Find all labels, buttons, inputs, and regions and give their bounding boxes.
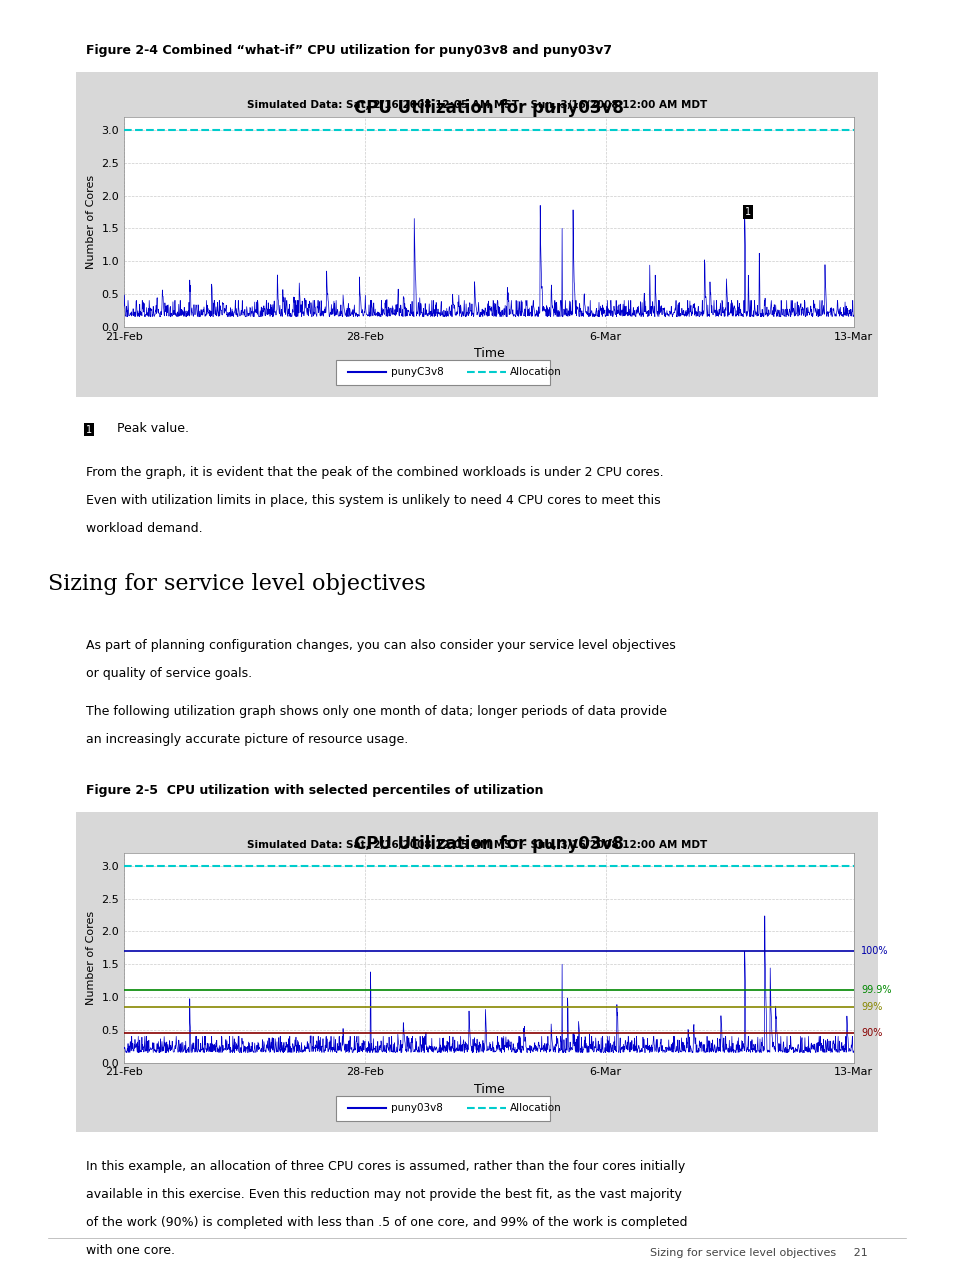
Text: Figure 2-5  CPU utilization with selected percentiles of utilization: Figure 2-5 CPU utilization with selected… [86,784,543,797]
Text: or quality of service goals.: or quality of service goals. [86,667,252,680]
Text: 1: 1 [86,425,91,435]
Text: In this example, an allocation of three CPU cores is assumed, rather than the fo: In this example, an allocation of three … [86,1160,684,1173]
Text: punyC3v8: punyC3v8 [391,367,443,377]
Text: available in this exercise. Even this reduction may not provide the best fit, as: available in this exercise. Even this re… [86,1188,681,1201]
Text: 100%: 100% [861,946,887,956]
FancyBboxPatch shape [76,72,877,397]
Text: Even with utilization limits in place, this system is unlikely to need 4 CPU cor: Even with utilization limits in place, t… [86,494,659,507]
X-axis label: Time: Time [473,1083,504,1096]
Title: CPU Utilization for puny03v8: CPU Utilization for puny03v8 [354,99,623,117]
Text: The following utilization graph shows only one month of data; longer periods of : The following utilization graph shows on… [86,705,666,718]
Y-axis label: Number of Cores: Number of Cores [86,910,95,1005]
Title: CPU Utilization for puny03v8: CPU Utilization for puny03v8 [354,835,623,853]
Text: Allocation: Allocation [510,367,561,377]
Text: of the work (90%) is completed with less than .5 of one core, and 99% of the wor: of the work (90%) is completed with less… [86,1216,687,1229]
Y-axis label: Number of Cores: Number of Cores [86,174,95,269]
Text: Figure 2-4 Combined “what-if” CPU utilization for puny03v8 and puny03v7: Figure 2-4 Combined “what-if” CPU utiliz… [86,44,611,57]
FancyBboxPatch shape [335,1096,550,1121]
Text: 90%: 90% [861,1028,882,1038]
Text: 1: 1 [744,207,750,217]
Text: Simulated Data: Sat, 2/16/2008 12:05 AM MST - Sun, 3/16/2008 12:00 AM MDT: Simulated Data: Sat, 2/16/2008 12:05 AM … [247,840,706,850]
Text: an increasingly accurate picture of resource usage.: an increasingly accurate picture of reso… [86,733,408,746]
Text: As part of planning configuration changes, you can also consider your service le: As part of planning configuration change… [86,639,675,652]
Text: 99.9%: 99.9% [861,985,891,995]
Text: Sizing for service level objectives: Sizing for service level objectives [48,573,425,595]
Text: with one core.: with one core. [86,1244,174,1257]
Text: Sizing for service level objectives     21: Sizing for service level objectives 21 [650,1248,867,1258]
Text: From the graph, it is evident that the peak of the combined workloads is under 2: From the graph, it is evident that the p… [86,466,662,479]
FancyBboxPatch shape [335,360,550,385]
X-axis label: Time: Time [473,347,504,360]
FancyBboxPatch shape [76,812,877,1132]
Text: Peak value.: Peak value. [117,422,189,435]
Text: workload demand.: workload demand. [86,522,202,535]
Text: 99%: 99% [861,1002,882,1012]
Text: puny03v8: puny03v8 [391,1103,442,1113]
Text: Allocation: Allocation [510,1103,561,1113]
Text: Simulated Data: Sat, 2/16/2008 12:05 AM MST - Sun, 3/16/2008 12:00 AM MDT: Simulated Data: Sat, 2/16/2008 12:05 AM … [247,100,706,111]
